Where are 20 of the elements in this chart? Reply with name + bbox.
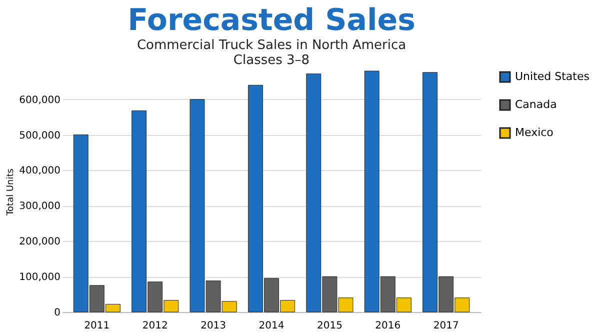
legend-label: Mexico <box>515 126 554 139</box>
chart-subtitle: Commercial Truck Sales in North America Classes 3–8 <box>136 38 406 68</box>
y-tick-label: 600,000 <box>19 94 60 106</box>
x-tick-label: 2017 <box>433 320 459 332</box>
x-tick-label: 2012 <box>142 320 168 332</box>
chart-title: Forecasted Sales <box>128 2 416 38</box>
legend-label: Canada <box>515 98 557 111</box>
y-tick-label: 0 <box>54 308 60 318</box>
x-tick-label: 2013 <box>200 320 226 332</box>
x-tick-label: 2011 <box>84 320 110 332</box>
y-tick-label: 100,000 <box>19 272 60 284</box>
y-tick-label: 500,000 <box>19 130 60 142</box>
y-tick-label: 400,000 <box>19 166 60 177</box>
x-tick-label: 2015 <box>316 320 342 332</box>
x-tick-label: 2016 <box>375 320 401 332</box>
y-tick-label: 200,000 <box>19 236 60 248</box>
y-tick-label: 300,000 <box>19 201 60 212</box>
x-tick-label: 2014 <box>258 320 284 332</box>
y-axis-title: Total Units <box>6 168 16 216</box>
legend-label: United States <box>515 70 590 83</box>
